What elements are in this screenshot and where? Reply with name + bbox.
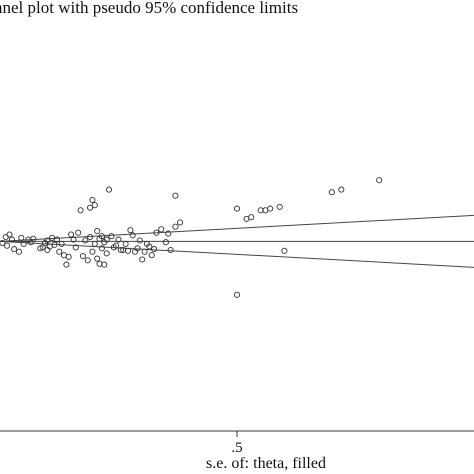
chart-title: nnel plot with pseudo 95% confidence lim… <box>0 0 298 17</box>
data-point-65 <box>141 248 148 255</box>
data-point-63 <box>136 237 143 244</box>
data-point-59 <box>127 227 134 234</box>
data-point-45 <box>98 245 105 252</box>
data-point-35 <box>87 204 94 211</box>
data-point-24 <box>63 261 70 268</box>
data-point-53 <box>113 242 120 249</box>
data-point-40 <box>94 227 101 235</box>
data-point-41 <box>94 255 101 262</box>
data-point-29 <box>75 229 82 236</box>
data-point-57 <box>122 240 129 247</box>
data-point-36 <box>89 196 96 204</box>
x-axis-ticks: .5 <box>231 431 243 456</box>
data-point-33 <box>84 257 91 264</box>
data-point-71 <box>158 226 165 233</box>
data-point-74 <box>167 246 174 254</box>
data-point-60 <box>129 232 136 239</box>
data-point-83 <box>267 205 274 212</box>
data-point-39 <box>91 240 98 247</box>
data-point-31 <box>79 252 86 260</box>
data-point-50 <box>105 186 113 193</box>
data-point-21 <box>56 248 63 255</box>
data-point-88 <box>338 186 345 193</box>
data-point-32 <box>82 237 89 244</box>
data-point-2 <box>4 242 11 249</box>
data-point-27 <box>70 236 77 243</box>
data-point-72 <box>162 239 169 246</box>
data-point-3 <box>6 231 13 238</box>
data-point-68 <box>148 252 155 259</box>
data-point-70 <box>153 229 160 236</box>
data-point-22 <box>58 240 65 247</box>
data-point-77 <box>172 192 179 199</box>
x-axis-label: s.e. of: theta, filled <box>206 455 326 472</box>
data-point-26 <box>68 231 75 238</box>
data-point-34 <box>87 233 94 241</box>
data-point-49 <box>103 250 110 257</box>
lower-confidence-limit-line <box>0 240 474 268</box>
data-point-89 <box>376 177 383 184</box>
data-point-54 <box>115 236 122 243</box>
data-point-11 <box>30 235 37 242</box>
data-point-44 <box>98 233 105 240</box>
data-point-48 <box>103 236 110 243</box>
data-point-76 <box>177 219 184 226</box>
data-point-85 <box>281 247 288 254</box>
data-point-15 <box>44 237 51 244</box>
data-point-67 <box>146 243 153 250</box>
data-point-25 <box>65 253 72 260</box>
data-point-0 <box>0 240 6 247</box>
upper-confidence-limit-line <box>0 214 474 242</box>
data-point-58 <box>124 247 132 254</box>
x-tick-label-0: .5 <box>231 440 242 456</box>
data-point-47 <box>101 261 108 268</box>
data-point-28 <box>72 244 79 251</box>
data-point-5 <box>11 246 18 253</box>
data-point-84 <box>276 203 283 210</box>
data-point-55 <box>117 246 124 254</box>
data-point-37 <box>89 248 96 255</box>
data-point-20 <box>53 236 60 243</box>
data-point-81 <box>257 207 264 214</box>
study-points <box>0 177 383 298</box>
data-point-86 <box>233 291 241 298</box>
data-point-69 <box>151 246 158 253</box>
data-point-4 <box>8 236 15 243</box>
data-point-78 <box>233 205 241 212</box>
data-point-64 <box>139 256 146 263</box>
data-point-75 <box>172 223 179 230</box>
data-point-7 <box>18 234 25 241</box>
data-point-62 <box>134 245 141 252</box>
x-axis: .5 s.e. of: theta, filled <box>0 430 474 472</box>
data-point-87 <box>328 189 335 196</box>
reference-lines <box>0 214 474 268</box>
data-point-80 <box>248 214 255 221</box>
data-point-1 <box>2 233 9 241</box>
data-point-19 <box>51 241 58 248</box>
data-point-38 <box>91 202 98 209</box>
data-point-73 <box>165 230 172 237</box>
data-point-51 <box>108 233 115 240</box>
data-point-43 <box>96 260 103 267</box>
data-point-8 <box>20 240 27 247</box>
data-point-6 <box>15 248 23 255</box>
data-point-30 <box>77 207 84 214</box>
